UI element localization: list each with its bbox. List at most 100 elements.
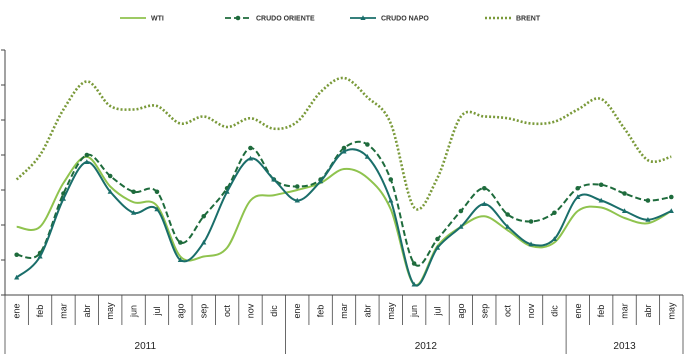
x-tick-label: abr	[82, 304, 92, 317]
data-point	[60, 195, 67, 201]
legend-label: CRUDO NAPO	[381, 16, 429, 23]
x-tick-label: may	[105, 302, 115, 320]
data-point	[645, 198, 651, 203]
x-tick-label: dic	[269, 305, 279, 317]
data-point	[364, 153, 370, 159]
data-point	[645, 216, 651, 222]
legend-label: WTI	[151, 16, 164, 23]
data-point	[621, 208, 628, 213]
legend-entry: CRUDO ORIENTE	[225, 16, 315, 23]
data-point	[294, 197, 300, 203]
data-point	[528, 219, 534, 224]
series-crudo-oriente	[14, 140, 674, 267]
x-tick-label: oct	[503, 305, 513, 318]
x-tick-label: ago	[456, 303, 466, 318]
data-point	[481, 185, 487, 191]
x-tick-label: mar	[339, 303, 349, 319]
data-point	[154, 189, 160, 195]
x-tick-label: abr	[643, 304, 653, 317]
data-point	[458, 223, 464, 229]
data-point	[668, 208, 674, 213]
data-point	[247, 155, 254, 161]
data-point	[84, 159, 90, 164]
data-point	[481, 201, 487, 206]
data-point	[434, 244, 441, 250]
data-point	[435, 236, 440, 242]
x-tick-label: jun	[129, 305, 139, 318]
legend-entry: CRUDO NAPO	[350, 15, 429, 23]
x-tick-label: ene	[12, 303, 22, 318]
data-point	[411, 281, 417, 287]
axes	[1, 49, 684, 354]
data-point	[37, 253, 43, 259]
data-point	[505, 212, 510, 217]
data-point	[201, 239, 207, 245]
x-tick-label: dic	[549, 305, 559, 317]
x-tick-label: abr	[362, 304, 372, 317]
series-brent	[15, 76, 672, 211]
data-point	[154, 206, 160, 212]
data-point	[131, 189, 136, 195]
x-tick-label: feb	[596, 305, 606, 318]
data-point	[388, 177, 394, 182]
year-label: 2012	[415, 341, 438, 352]
data-point	[458, 208, 464, 214]
x-tick-label: may	[386, 302, 396, 320]
data-point	[341, 148, 347, 154]
x-tick-label: feb	[316, 305, 326, 318]
x-tick-label: mar	[58, 303, 68, 319]
data-point	[201, 213, 207, 219]
x-tick-label: feb	[35, 305, 45, 318]
data-point	[130, 209, 137, 215]
data-point	[575, 194, 581, 199]
data-point	[528, 241, 534, 247]
data-point	[177, 257, 183, 262]
series-crudo-napo	[14, 148, 674, 287]
data-point	[622, 191, 627, 196]
data-point	[248, 145, 253, 151]
data-point	[318, 178, 324, 184]
data-point	[575, 185, 581, 191]
x-tick-label: nov	[526, 303, 536, 318]
data-point	[598, 182, 604, 188]
legend: WTI CRUDO ORIENTE CRUDO NAPO BRENT	[120, 15, 541, 23]
series-line	[16, 155, 672, 287]
x-tick-label: may	[666, 302, 676, 320]
data-point	[552, 210, 557, 216]
x-axis-labels: ene feb mar abr may jun jul ago sep oct nov dic ene f…	[12, 302, 677, 352]
data-point	[178, 240, 183, 245]
x-tick-label: sep	[479, 304, 489, 319]
data-point	[598, 197, 604, 203]
series-line	[15, 76, 672, 211]
data-point	[294, 184, 300, 189]
x-tick-label: oct	[222, 305, 232, 318]
data-point	[505, 223, 511, 229]
series-wti	[16, 155, 672, 287]
legend-entry: WTI	[120, 16, 164, 23]
data-point	[224, 188, 230, 194]
legend-entry: BRENT	[485, 16, 541, 23]
data-point	[365, 142, 370, 147]
x-tick-label: jul	[152, 306, 162, 316]
data-point	[341, 145, 347, 151]
legend-marker	[235, 15, 241, 21]
x-tick-label: sep	[199, 304, 209, 319]
x-tick-label: ago	[175, 303, 185, 318]
x-tick-label: jun	[409, 305, 419, 318]
data-point	[107, 188, 113, 194]
data-point	[411, 261, 417, 266]
legend-label: CRUDO ORIENTE	[256, 16, 315, 23]
x-tick-label: ene	[292, 303, 302, 318]
x-tick-label: mar	[620, 303, 630, 319]
series-layer	[14, 76, 674, 287]
x-tick-label: nov	[245, 303, 255, 318]
data-point	[669, 194, 674, 200]
data-point	[388, 197, 394, 203]
data-point	[107, 173, 113, 179]
data-point	[14, 274, 20, 280]
year-label: 2013	[613, 341, 636, 352]
data-point	[271, 176, 277, 182]
year-label: 2011	[135, 341, 157, 352]
data-point	[14, 252, 19, 258]
